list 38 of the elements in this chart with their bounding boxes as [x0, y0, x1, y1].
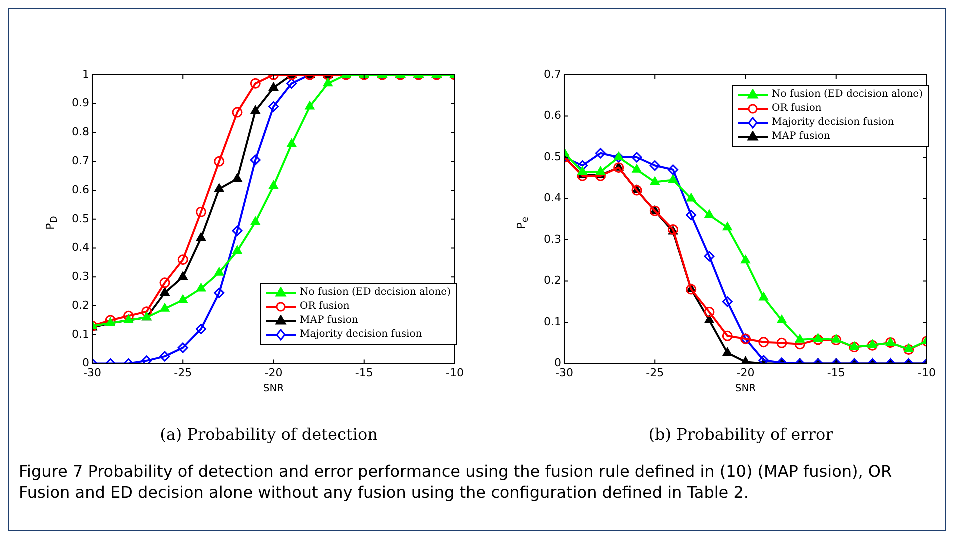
legend-label: OR fusion	[300, 300, 350, 314]
x-axis-title: SNR	[735, 384, 756, 395]
y-tick-label: 0.6	[544, 109, 562, 122]
y-tick-label: 0.4	[544, 192, 562, 205]
x-tick-label: -25	[174, 366, 192, 380]
x-tick-label: -15	[827, 366, 846, 380]
legend-label: No fusion (ED decision alone)	[300, 286, 451, 300]
y-tick-label: 0.6	[72, 183, 90, 196]
x-axis-title: SNR	[263, 384, 284, 395]
text: (b) Probability of error	[648, 425, 834, 444]
y-tick-label: 0.7	[544, 68, 562, 81]
x-tick-label: -10	[918, 366, 936, 380]
x-tick-label: -25	[646, 366, 664, 380]
x-tick-label: -20	[736, 366, 755, 380]
legend-label: Majority decision fusion	[300, 328, 422, 342]
legend-label: No fusion (ED decision alone)	[772, 88, 923, 102]
y-tick-label: 0.8	[72, 126, 90, 139]
y-tick-label: 0.9	[72, 96, 90, 110]
legend-label: MAP fusion	[300, 314, 358, 328]
y-tick-label: 0.7	[72, 154, 90, 168]
text: (a) Probability of detection	[159, 425, 379, 444]
x-tick-label: -20	[264, 366, 283, 380]
x-tick-label: -10	[446, 366, 464, 380]
y-tick-label: 0.4	[72, 241, 90, 254]
y-tick-label: 0.5	[72, 212, 90, 226]
y-tick-label: 0.1	[544, 315, 562, 328]
y-tick-label: 0.1	[72, 328, 90, 341]
y-tick-label: 0.2	[544, 274, 562, 288]
y-tick-label: 0.3	[72, 270, 90, 284]
x-tick-label: -15	[355, 366, 374, 380]
legend-label: MAP fusion	[772, 130, 830, 144]
y-tick-label: 1	[82, 68, 90, 81]
caption: Figure 7 Probability of detection and error performance using the fusion rule defined in (10) (MAP fusion), OR Fusion and ED decision alone without any fusion using the configuration defined in Table 2.	[19, 461, 894, 503]
legend-label: OR fusion	[772, 102, 822, 116]
legend-label: Majority decision fusion	[772, 116, 894, 130]
y-tick-label: 0.2	[72, 298, 90, 312]
y-tick-label: 0.5	[544, 150, 562, 164]
y-tick-label: 0.3	[544, 232, 562, 246]
